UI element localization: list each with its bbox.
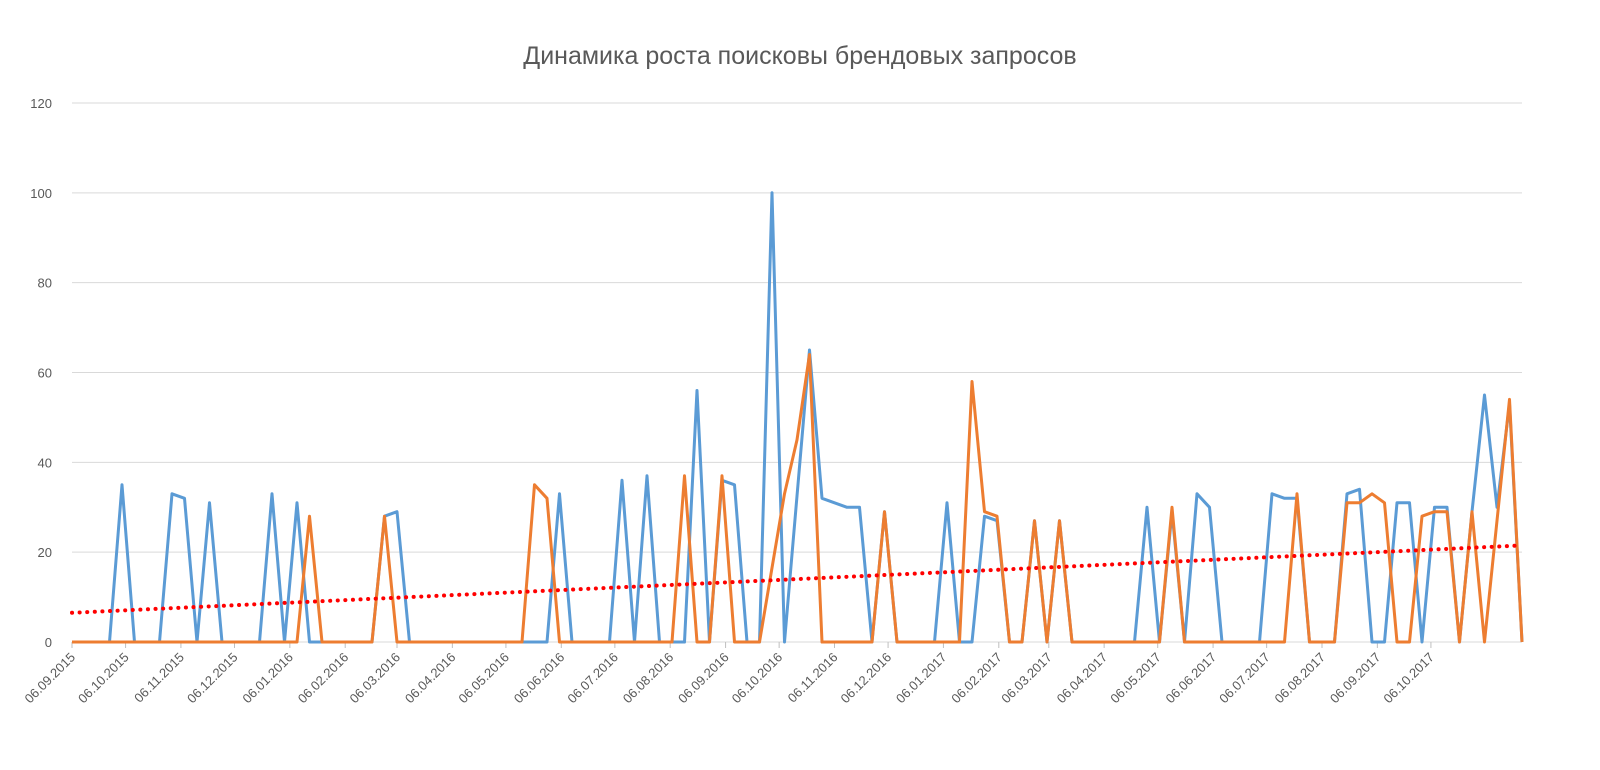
x-tick-label: 06.11.2015 <box>131 650 187 706</box>
y-tick-label: 60 <box>38 366 52 381</box>
x-tick-label: 06.01.2016 <box>239 650 296 707</box>
x-tick-label: 06.08.2016 <box>620 650 677 707</box>
x-tick-label: 06.05.2016 <box>455 650 512 707</box>
y-tick-label: 40 <box>38 455 52 470</box>
y-tick-label: 120 <box>30 96 52 111</box>
x-tick-label: 06.01.2017 <box>893 650 950 707</box>
x-tick-label: 06.07.2017 <box>1216 650 1273 707</box>
x-tick-label: 06.07.2016 <box>564 650 621 707</box>
series-2-line <box>72 353 1524 644</box>
x-tick-label: 06.03.2017 <box>998 650 1055 707</box>
x-tick-label: 06.09.2016 <box>675 650 732 707</box>
x-tick-label: 06.02.2017 <box>948 650 1005 707</box>
x-tick-label: 06.10.2015 <box>75 650 132 707</box>
x-tick-label: 06.10.2016 <box>729 650 786 707</box>
x-tick-label: 06.02.2016 <box>295 650 352 707</box>
y-tick-label: 20 <box>38 545 52 560</box>
y-axis-ticks: 0 20 40 60 80 100 120 <box>30 96 52 650</box>
x-tick-label: 06.06.2016 <box>511 650 568 707</box>
x-tick-label: 06.11.2016 <box>785 650 841 706</box>
x-tick-label: 06.08.2017 <box>1271 650 1328 707</box>
x-tick-label: 06.03.2016 <box>346 650 403 707</box>
x-tick-label: 06.04.2016 <box>402 650 459 707</box>
x-tick-label: 06.12.2015 <box>184 650 241 707</box>
x-tick-label: 06.09.2015 <box>21 650 78 707</box>
trendline-layer <box>70 543 1524 615</box>
series-lines <box>72 191 1524 644</box>
x-tick-label: 06.10.2017 <box>1380 650 1437 707</box>
y-tick-label: 0 <box>45 635 52 650</box>
x-tick-label: 06.12.2016 <box>838 650 895 707</box>
y-tick-label: 80 <box>38 276 52 291</box>
y-tick-label: 100 <box>30 186 52 201</box>
x-tick-label: 06.04.2017 <box>1054 650 1111 707</box>
x-tick-label: 06.09.2017 <box>1327 650 1384 707</box>
trendline <box>70 543 1524 615</box>
x-tick-label: 06.06.2017 <box>1163 650 1220 707</box>
x-tick-label: 06.05.2017 <box>1107 650 1164 707</box>
chart-title: Динамика роста поисковы брендовых запрос… <box>523 42 1077 70</box>
